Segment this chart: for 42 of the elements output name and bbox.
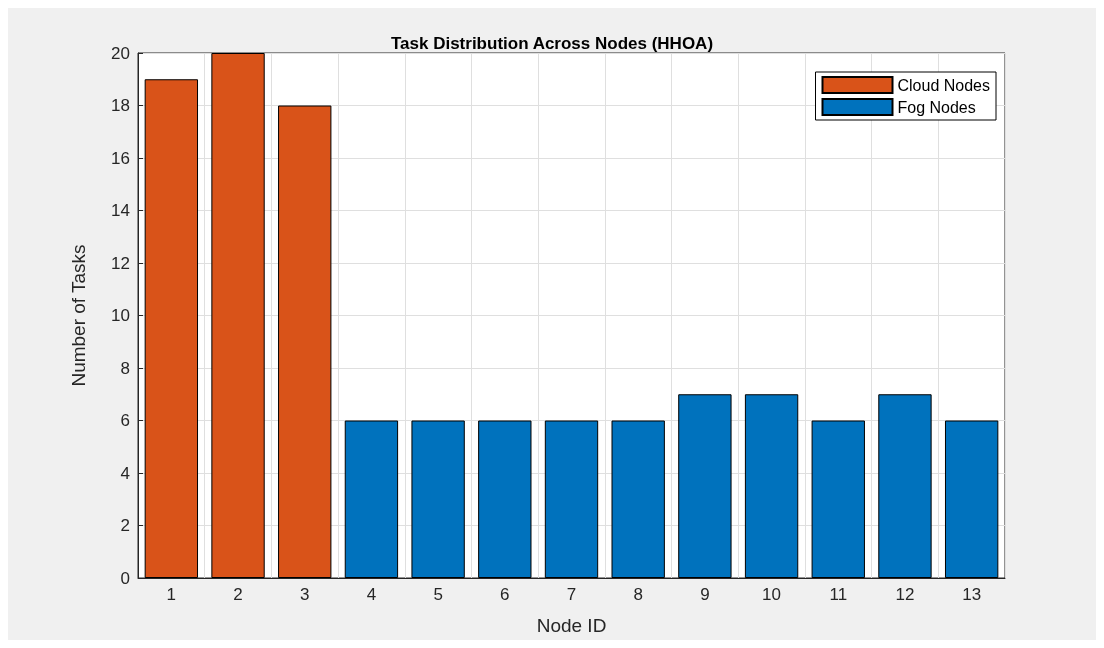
bar: [211, 53, 265, 578]
bar: [411, 420, 465, 578]
bar: [944, 420, 999, 578]
x-tick-label: 8: [633, 585, 643, 604]
y-tick-label: 12: [111, 253, 130, 273]
y-axis-title: Number of Tasks: [68, 244, 89, 387]
y-tick-label: 18: [111, 96, 130, 115]
y-tick-label: 14: [111, 201, 130, 220]
x-tick-label: 12: [895, 585, 915, 604]
legend-label: Cloud Nodes: [897, 76, 990, 94]
bar: [344, 420, 399, 578]
y-tick-label: 2: [120, 516, 130, 535]
x-tick-label: 11: [829, 585, 848, 604]
chart-title: Task Distribution Across Nodes (HHOA): [390, 34, 714, 53]
x-tick-label: 7: [566, 585, 577, 604]
bar: [478, 420, 532, 578]
bar: [278, 105, 332, 578]
y-tick-label: 6: [120, 411, 130, 430]
y-tick-label: 20: [111, 43, 130, 63]
x-tick-label: 1: [166, 585, 177, 604]
x-tick-label: 10: [762, 585, 782, 604]
bar: [144, 79, 199, 578]
bar: [611, 420, 665, 578]
x-tick-label: 9: [700, 585, 710, 604]
x-tick-label: 6: [500, 585, 510, 604]
bar: [678, 394, 732, 578]
y-tick-label: 10: [111, 306, 130, 325]
x-tick-label: 4: [366, 585, 377, 604]
y-tick-label: 16: [111, 148, 130, 168]
bar: [878, 394, 932, 578]
y-tick-label: 0: [120, 568, 130, 588]
bar: [811, 420, 865, 578]
y-tick-label: 4: [120, 463, 130, 483]
bar: [544, 420, 599, 578]
x-axis-title: Node ID: [536, 615, 607, 636]
x-tick-label: 5: [433, 585, 443, 604]
bar: [744, 394, 799, 578]
legend-label: Fog Nodes: [897, 98, 976, 116]
x-tick-label: 3: [300, 585, 310, 604]
x-tick-label: 2: [233, 585, 243, 604]
x-tick-label: 13: [962, 585, 982, 604]
y-tick-label: 8: [120, 358, 130, 378]
